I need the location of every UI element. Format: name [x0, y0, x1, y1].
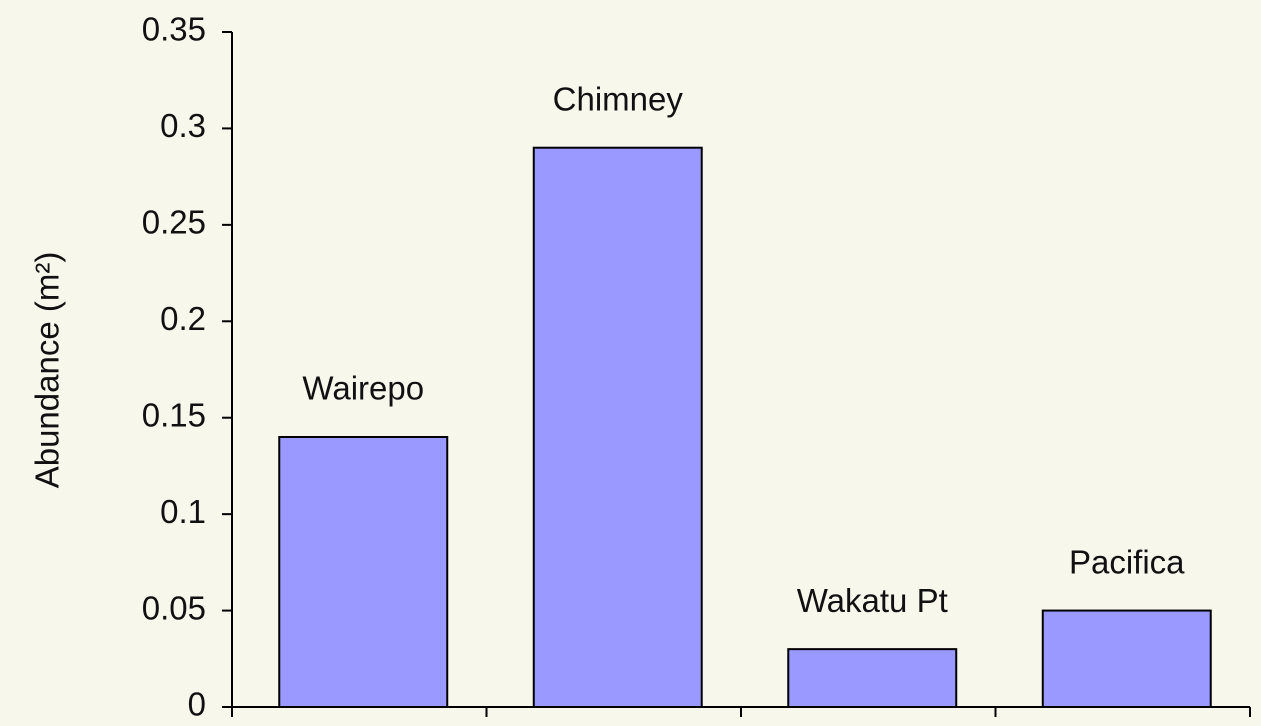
category-label: Pacifica [1069, 543, 1185, 580]
y-tick-label: 0.2 [160, 300, 206, 337]
category-label: Wairepo [302, 370, 424, 407]
bar [532, 146, 703, 708]
y-tick-label: 0.05 [142, 589, 206, 626]
bar [1041, 609, 1212, 708]
y-tick-label: 0.15 [142, 396, 206, 433]
y-tick-label: 0.1 [160, 493, 206, 530]
y-tick-label: 0.25 [142, 204, 206, 241]
bar [787, 648, 958, 709]
y-tick-label: 0.3 [160, 107, 206, 144]
category-label: Wakatu Pt [797, 582, 948, 619]
bar [278, 436, 449, 708]
y-tick-label: 0 [188, 686, 206, 723]
y-axis-label: Abundance (m²) [29, 252, 66, 489]
category-label: Chimney [553, 80, 684, 117]
y-tick-label: 0.35 [142, 11, 206, 48]
